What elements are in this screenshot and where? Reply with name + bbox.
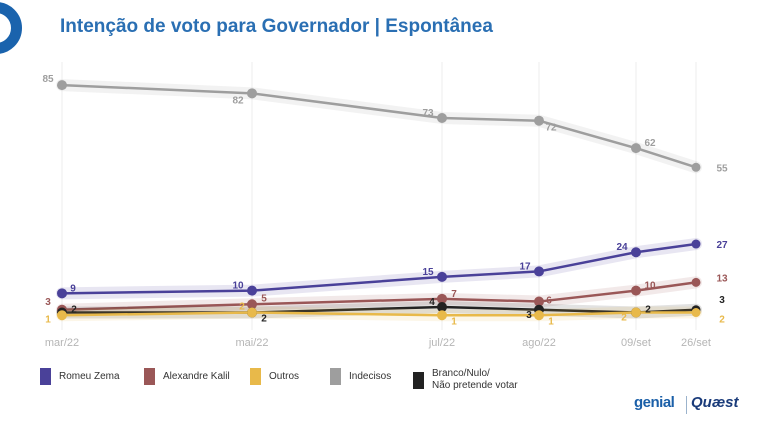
legend-swatch — [330, 368, 341, 385]
chart-legend: Romeu Zema Alexandre Kalil Outros Indeci… — [40, 368, 768, 398]
data-point — [247, 299, 257, 310]
data-label: 62 — [644, 138, 656, 149]
data-point — [57, 80, 67, 91]
line-chart: mar/22 mai/22 jul/22 ago/22 09/set 26/set 85 82… — [42, 62, 728, 349]
quaest-logo: Quæst — [691, 394, 739, 411]
data-label: 6 — [546, 296, 552, 307]
series-line — [61, 83, 697, 169]
data-point — [247, 307, 257, 318]
chart-title: Intenção de voto para Governador | Espon… — [60, 16, 493, 37]
data-label: 2 — [621, 313, 627, 324]
x-tick-label: jul/22 — [428, 337, 455, 349]
series-halo — [56, 79, 702, 174]
data-label: 1 — [451, 316, 457, 327]
data-label: 2 — [719, 315, 725, 326]
series-line — [61, 242, 697, 295]
data-point — [631, 307, 641, 318]
data-label: 7 — [451, 289, 457, 300]
legend-swatch — [144, 368, 155, 385]
data-label: 10 — [644, 281, 656, 292]
legend-label: Alexandre Kalil — [163, 370, 230, 382]
data-point — [631, 285, 641, 296]
legend-label: Indecisos — [349, 370, 392, 382]
series-line — [61, 311, 696, 317]
data-point — [691, 277, 701, 287]
data-label: 82 — [232, 95, 244, 106]
brand-ring-logo — [0, 2, 22, 54]
data-label: 5 — [261, 293, 267, 304]
data-point — [691, 162, 701, 172]
legend-item-romeu-zema: Romeu Zema — [40, 368, 120, 385]
data-point — [534, 115, 544, 126]
data-label: 17 — [519, 261, 531, 272]
data-label: 9 — [70, 283, 76, 294]
data-label: 3 — [45, 297, 51, 308]
x-tick-label: mar/22 — [45, 337, 79, 349]
x-tick-label: 26/set — [681, 337, 711, 349]
data-label: 10 — [232, 281, 244, 292]
brand-divider — [686, 396, 687, 414]
legend-item-outros: Outros — [250, 368, 299, 385]
data-label: 73 — [422, 108, 434, 119]
data-label: 13 — [716, 273, 728, 284]
data-label: 2 — [645, 305, 651, 316]
data-label: 1 — [45, 314, 51, 325]
data-point — [437, 271, 447, 282]
legend-item-indecisos: Indecisos — [330, 368, 391, 385]
data-label: 27 — [716, 240, 728, 251]
data-label: 85 — [42, 74, 54, 85]
data-point — [691, 308, 701, 318]
data-label: 3 — [719, 295, 725, 306]
legend-swatch — [40, 368, 51, 385]
data-point — [534, 296, 544, 307]
legend-item-alexandre-kalil: Alexandre Kalil — [144, 368, 230, 385]
data-point — [437, 302, 447, 313]
data-point — [437, 310, 447, 321]
data-point — [534, 266, 544, 277]
legend-label: Outros — [269, 370, 300, 382]
data-label: 4 — [429, 297, 435, 308]
x-tick-label: mai/22 — [235, 337, 268, 349]
data-point — [437, 112, 447, 123]
data-point — [534, 310, 544, 321]
data-label: 2 — [261, 314, 267, 325]
series-halo — [56, 238, 702, 300]
data-label: 24 — [616, 242, 628, 253]
data-label: 1 — [548, 316, 554, 327]
genial-logo: genial — [634, 394, 675, 411]
data-label: 15 — [422, 267, 434, 278]
legend-item-branco-nulo: Branco/Nulo/ Não pretende votar — [413, 368, 518, 392]
data-point — [631, 247, 641, 258]
legend-swatch — [413, 371, 424, 389]
data-label: 72 — [545, 123, 557, 134]
data-point — [57, 288, 67, 299]
legend-label: Romeu Zema — [59, 370, 120, 382]
data-label: 3 — [526, 310, 532, 321]
legend-swatch — [250, 368, 261, 385]
data-point — [691, 239, 701, 249]
data-label: 2 — [71, 305, 77, 316]
data-point — [631, 143, 641, 154]
data-point — [247, 285, 257, 296]
data-point — [57, 310, 67, 321]
x-tick-label: 09/set — [621, 337, 651, 349]
data-point — [247, 88, 257, 99]
data-point — [437, 293, 447, 304]
x-tick-label: ago/22 — [522, 337, 556, 349]
legend-label: Branco/Nulo/ Não pretende votar — [432, 368, 518, 391]
series-line — [61, 281, 697, 312]
data-label: 55 — [716, 163, 728, 174]
data-label: 2 — [239, 302, 245, 313]
